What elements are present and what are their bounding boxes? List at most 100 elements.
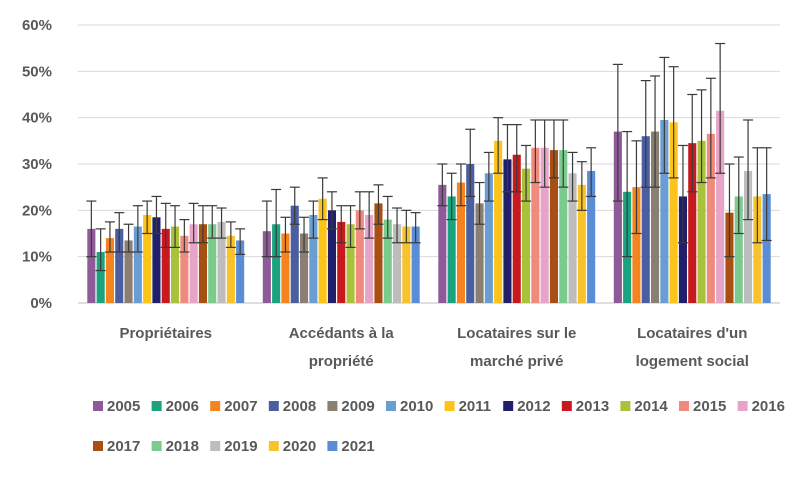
legend-label: 2007 (224, 398, 257, 415)
legend-swatch (444, 401, 455, 411)
bar-2012-cat3 (503, 159, 512, 303)
error-bar-2012-cat4 (677, 144, 688, 244)
legend-item-2005: 2005 (93, 398, 140, 415)
bar-2015-cat4 (706, 133, 715, 303)
bar-2014-cat1 (171, 226, 180, 303)
category-label: logement social (636, 353, 749, 370)
error-bar-2019-cat1 (216, 207, 227, 239)
error-bar-2012-cat2 (326, 191, 337, 230)
error-bar-2019-cat3 (567, 151, 578, 202)
category-label: marché privé (470, 353, 563, 370)
bars (87, 110, 771, 303)
legend-item-2009: 2009 (327, 398, 375, 415)
bar-2012-cat4 (678, 196, 687, 303)
legend-label: 2017 (107, 438, 140, 455)
bar-2013-cat4 (688, 143, 697, 303)
legend-swatch (620, 401, 631, 411)
legend-swatch (327, 441, 338, 451)
error-bar-2020-cat4 (752, 147, 763, 244)
error-bar-2010-cat4 (659, 56, 670, 174)
bar-2020-cat4 (753, 196, 762, 303)
bar-2009-cat2 (300, 233, 309, 303)
legend-item-2020: 2020 (268, 438, 316, 455)
bar-2010-cat1 (133, 226, 142, 303)
error-bar-2014-cat4 (696, 89, 707, 184)
legend-item-2011: 2011 (444, 398, 491, 415)
bar-2020-cat2 (402, 226, 411, 303)
bar-2021-cat2 (411, 226, 420, 303)
error-bar-2013-cat2 (336, 205, 347, 244)
legend-label: 2014 (634, 398, 668, 415)
bar-2016-cat3 (540, 147, 549, 303)
error-bar-2015-cat4 (705, 77, 716, 179)
legend-swatch (503, 401, 514, 411)
error-bar-2020-cat3 (576, 161, 587, 211)
bar-2006-cat2 (272, 224, 281, 303)
error-bar-2005-cat3 (437, 163, 448, 207)
category-label: Propriétaires (119, 325, 212, 342)
bar-2005-cat2 (262, 231, 271, 303)
bar-2017-cat1 (198, 224, 207, 303)
legend: 2005 2006 2007 2008 2009 2010 2011 2012 2013 2014… (93, 398, 785, 455)
legend-label: 2008 (283, 398, 316, 415)
error-bar-2008-cat2 (289, 186, 300, 225)
bar-2017-cat4 (725, 212, 734, 303)
bar-2021-cat1 (236, 240, 245, 303)
bar-2018-cat3 (559, 150, 568, 303)
bar-2019-cat1 (217, 221, 226, 303)
legend-label: 2015 (693, 398, 726, 415)
error-bar-2006-cat2 (271, 188, 282, 258)
bar-2019-cat2 (393, 224, 402, 303)
legend-swatch (210, 441, 221, 451)
legend-item-2017: 2017 (93, 438, 140, 455)
error-bar-2015-cat1 (179, 219, 190, 253)
error-bar-2021-cat4 (761, 147, 772, 242)
legend-label: 2016 (752, 398, 785, 415)
legend-swatch (561, 401, 572, 411)
error-bar-2018-cat3 (558, 119, 569, 188)
bar-2005-cat3 (438, 184, 447, 303)
bar-2005-cat1 (87, 228, 96, 303)
error-bar-2009-cat2 (299, 216, 310, 253)
error-bar-2013-cat1 (160, 202, 171, 248)
error-bar-2017-cat4 (724, 163, 735, 258)
bar-2006-cat1 (96, 252, 105, 303)
y-tick-label: 20% (22, 202, 52, 219)
bar-2015-cat1 (180, 235, 189, 303)
bar-2021-cat4 (762, 194, 771, 303)
bar-2018-cat1 (208, 224, 217, 303)
error-bar-2010-cat1 (132, 205, 143, 253)
bar-2007-cat2 (281, 233, 290, 303)
error-bar-2005-cat2 (261, 200, 272, 258)
bar-2008-cat4 (641, 136, 650, 303)
legend-swatch (93, 401, 103, 411)
y-tick-label: 10% (22, 249, 52, 266)
y-tick-label: 0% (30, 295, 52, 312)
legend-swatch (210, 401, 221, 411)
error-bar-2006-cat3 (446, 172, 457, 221)
bar-2011-cat3 (494, 140, 503, 303)
legend-item-2015: 2015 (679, 398, 726, 415)
error-bar-2015-cat2 (354, 191, 365, 230)
bar-2016-cat2 (365, 214, 374, 303)
error-bar-2016-cat1 (188, 202, 199, 244)
error-bar-2007-cat2 (280, 216, 291, 253)
error-bar-2011-cat2 (317, 177, 328, 221)
bar-2012-cat2 (327, 210, 336, 303)
error-bar-2009-cat3 (474, 181, 485, 225)
bar-2020-cat3 (577, 184, 586, 303)
error-bar-2019-cat2 (392, 207, 403, 244)
bar-2006-cat3 (447, 196, 456, 303)
error-bar-2009-cat1 (123, 223, 134, 253)
bar-2010-cat2 (309, 214, 318, 303)
legend-label: 2005 (107, 398, 140, 415)
error-bar-2012-cat1 (151, 195, 162, 235)
error-bar-2006-cat1 (95, 228, 106, 272)
error-bar-2007-cat1 (104, 221, 115, 253)
legend-label: 2018 (166, 438, 199, 455)
legend-label: 2009 (341, 398, 374, 415)
y-tick-label: 40% (22, 110, 52, 127)
bar-2008-cat2 (290, 205, 299, 303)
error-bars (86, 42, 772, 272)
error-bar-2015-cat3 (530, 119, 541, 184)
